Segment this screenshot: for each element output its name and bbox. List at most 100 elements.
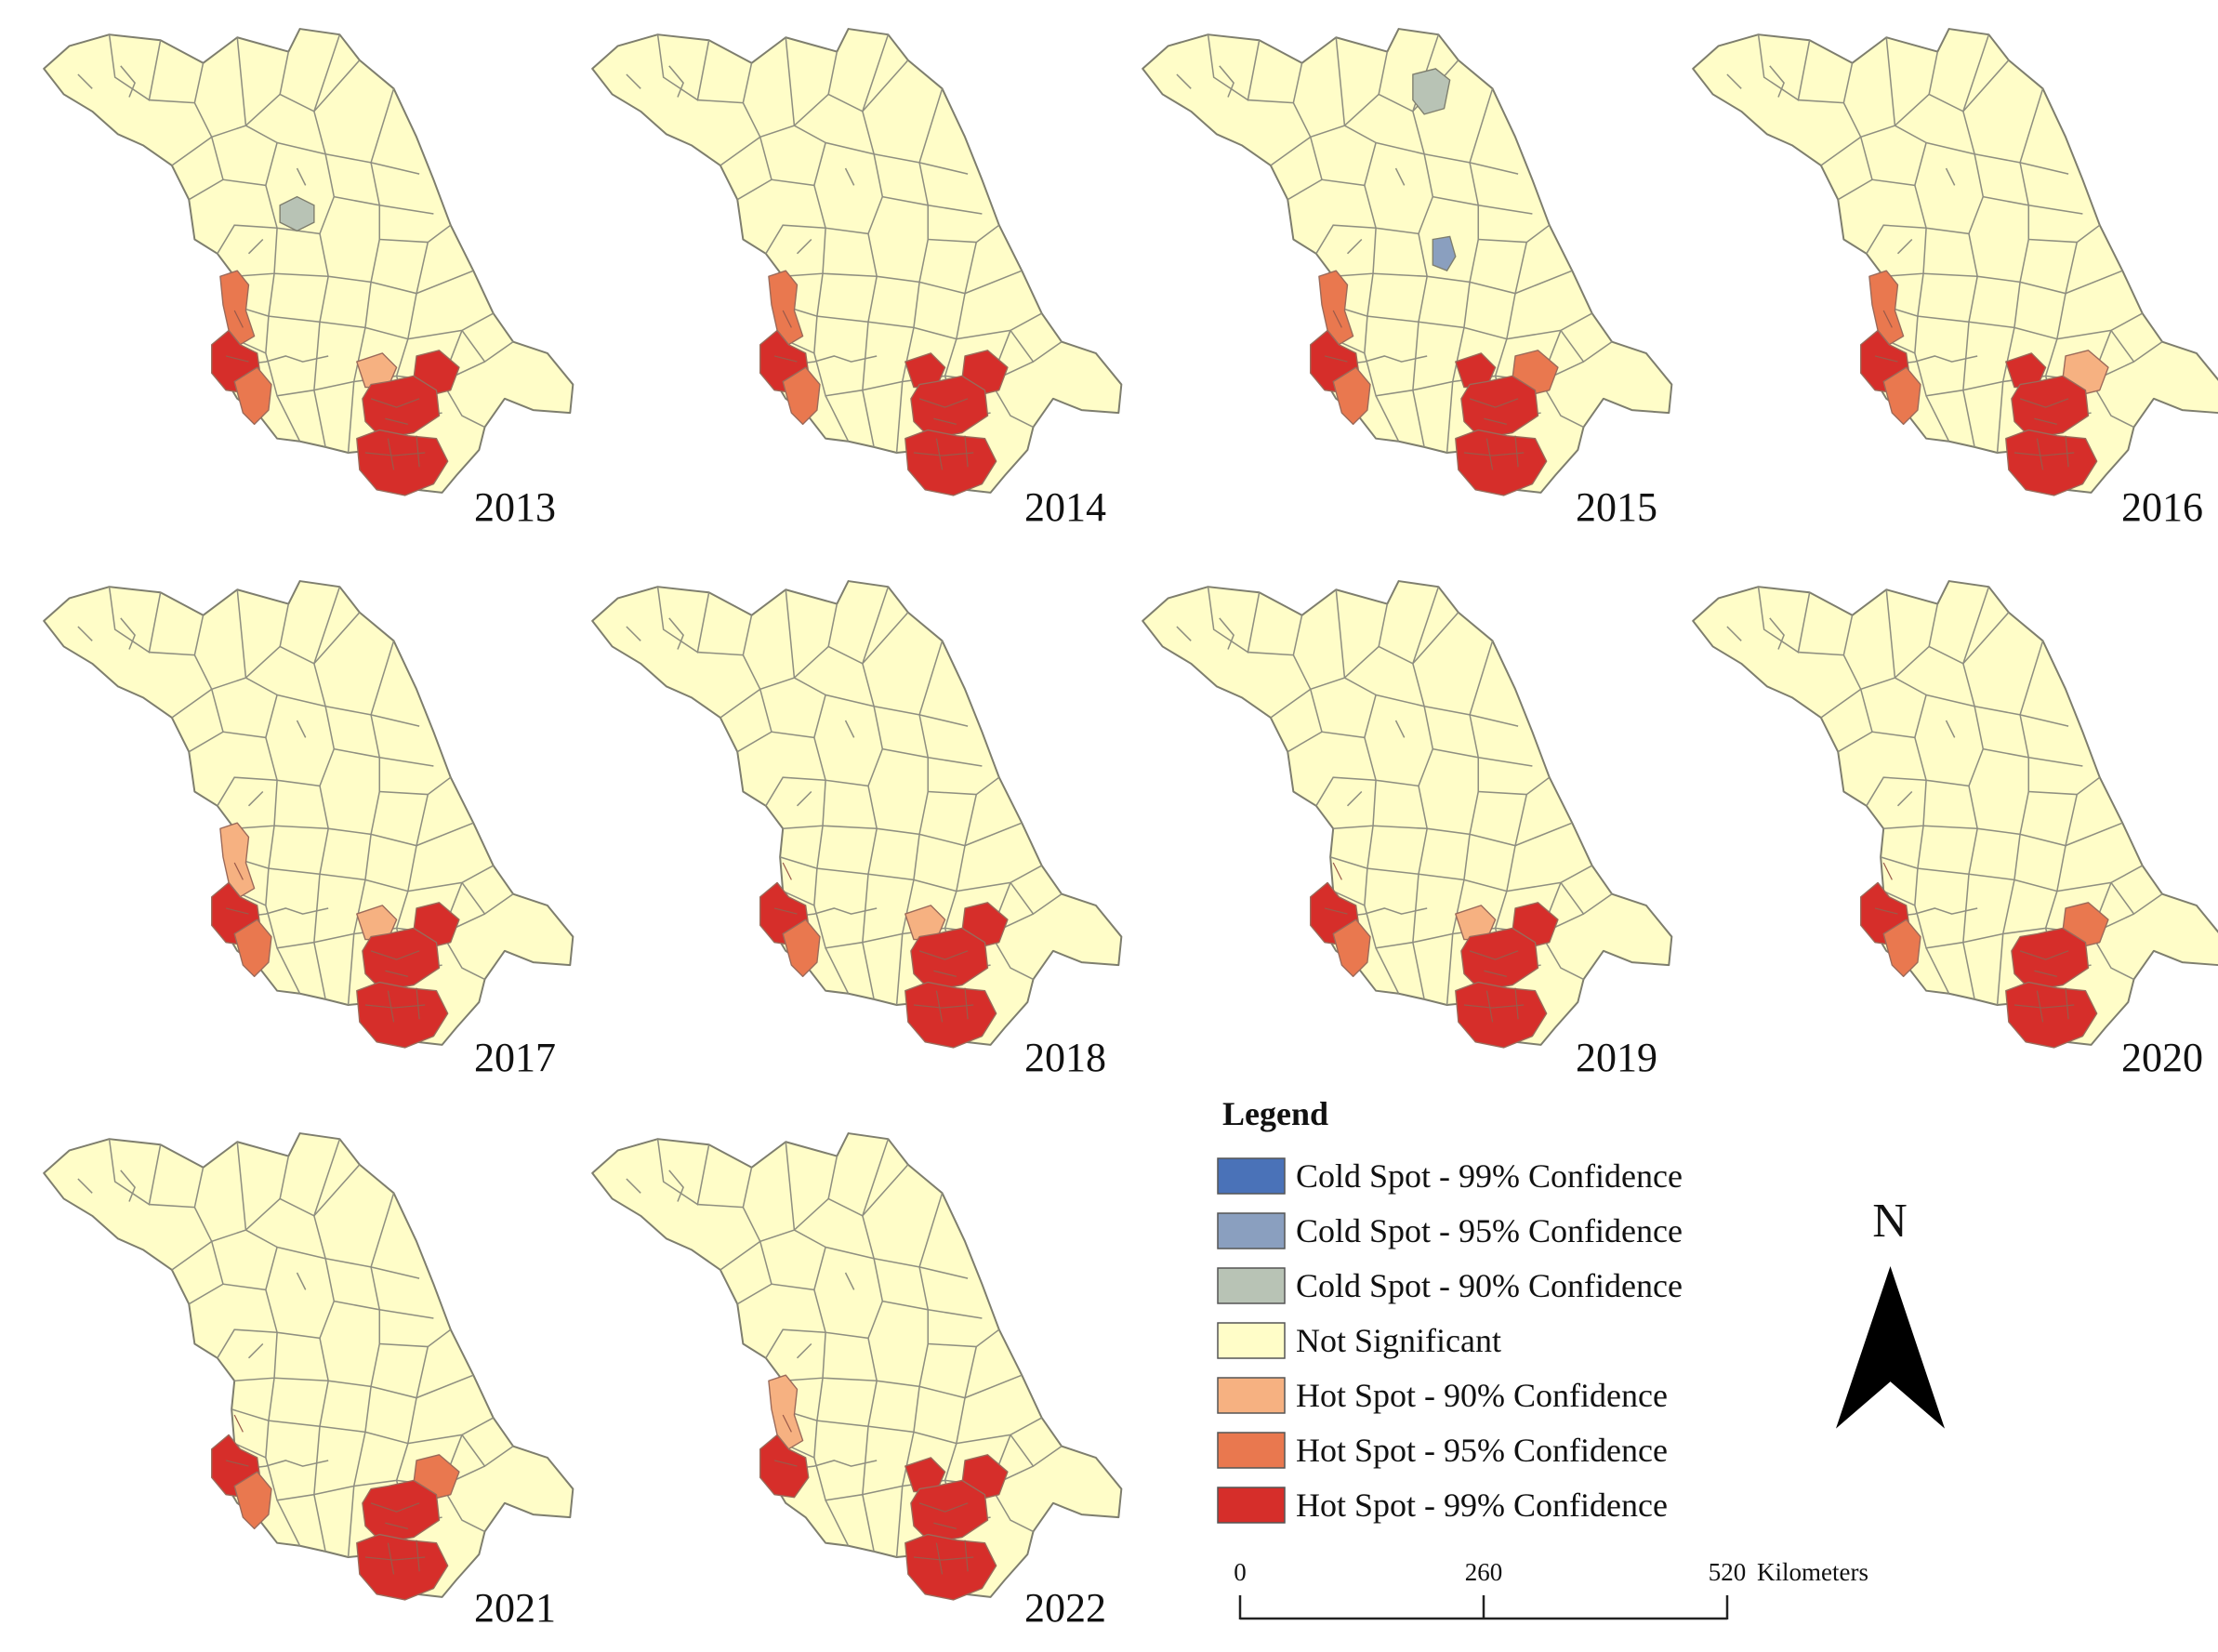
hotspot-region-se-north <box>1455 352 1497 389</box>
province-boundary <box>591 28 1123 494</box>
hotspot-region-se-south <box>904 981 997 1049</box>
hotspot-region-west-upper <box>768 1374 804 1450</box>
map-panel-2016 <box>1692 28 2218 496</box>
district-boundaries <box>225 310 426 470</box>
hotspot-region-west-south <box>233 366 272 426</box>
hotspot-region-se-north <box>1455 905 1497 941</box>
district-boundaries <box>225 862 426 1023</box>
province-boundary <box>1692 580 2218 1046</box>
legend-label: Hot Spot - 95% Confidence <box>1296 1432 1668 1469</box>
hotspot-region-se-north <box>904 905 946 941</box>
hotspot-region-west-upper <box>219 270 256 346</box>
legend-label: Cold Spot - 90% Confidence <box>1296 1267 1683 1304</box>
year-label-2019: 2019 <box>1576 1035 1657 1080</box>
legend: Legend Cold Spot - 99% Confidence Cold Sp… <box>1217 1095 1683 1524</box>
hotspot-region-se-core <box>1460 927 1539 992</box>
province-boundary <box>43 580 574 1046</box>
hotspot-region-se-south <box>356 1533 449 1601</box>
province-boundary <box>43 1132 574 1598</box>
legend-title: Legend <box>1222 1095 1328 1132</box>
hotspot-region-west-upper <box>1868 270 1905 346</box>
coldspot-region-north <box>1412 68 1451 115</box>
year-label-2016: 2016 <box>2121 484 2203 530</box>
hotspot-region-se-south <box>2005 429 2098 496</box>
hotspot-region-se-south <box>904 1533 997 1601</box>
legend-label: Hot Spot - 90% Confidence <box>1296 1377 1668 1414</box>
legend-swatch-not-significant <box>1217 1322 1286 1359</box>
hotspot-region-se-south <box>356 429 449 496</box>
legend-swatch-cold-90 <box>1217 1267 1286 1304</box>
map-panel-2018 <box>591 580 1123 1049</box>
map-panel-2014 <box>591 28 1123 496</box>
hotspot-region-west-south <box>782 919 821 978</box>
year-label-2021: 2021 <box>474 1585 556 1631</box>
coldspot-region-central <box>279 195 315 232</box>
north-arrow-label: N <box>1872 1195 1908 1248</box>
north-arrow: N <box>1836 1195 1945 1429</box>
scale-unit: Kilometers <box>1757 1558 1868 1586</box>
hotspot-region-se-south <box>2005 981 2098 1049</box>
legend-swatch-hot-90 <box>1217 1377 1286 1414</box>
hotspot-region-se-core <box>362 1479 441 1544</box>
year-label-2015: 2015 <box>1576 484 1657 530</box>
scale-label-0: 0 <box>1234 1558 1247 1586</box>
hotspot-region-west-south <box>782 366 821 426</box>
map-panel-2022 <box>591 1132 1123 1601</box>
hotspot-region-se-south <box>1455 429 1548 496</box>
year-label-2018: 2018 <box>1024 1035 1106 1080</box>
legend-swatch-hot-95 <box>1217 1432 1286 1469</box>
hotspot-region-se-core <box>362 375 441 440</box>
hotspot-region-west-south <box>1882 366 1921 426</box>
province-boundary <box>1142 580 1673 1046</box>
district-boundaries <box>1324 310 1525 470</box>
hotspot-region-west-south <box>233 919 272 978</box>
map-panel-2019 <box>1142 580 1673 1049</box>
province-boundary <box>591 1132 1123 1598</box>
hotspot-region-se-north <box>2005 352 2047 389</box>
legend-swatch-hot-99 <box>1217 1487 1286 1524</box>
map-panel-2020 <box>1692 580 2218 1049</box>
year-label-2022: 2022 <box>1024 1585 1106 1631</box>
district-boundaries <box>773 310 974 470</box>
hotspot-region-west-south <box>233 1471 272 1530</box>
hotspot-region-se-north <box>904 1457 946 1493</box>
map-panel-2013 <box>43 28 574 496</box>
hotspot-region-se-core <box>2011 375 2090 440</box>
hotspot-region-west-south <box>1332 919 1371 978</box>
coldspot-region-mid <box>1432 235 1457 272</box>
district-boundaries <box>773 1414 974 1575</box>
hotspot-region-se-north <box>356 352 398 389</box>
map-panel-2015 <box>1142 28 1673 496</box>
hotspot-region-west-upper <box>219 822 256 898</box>
scale-label-260: 260 <box>1465 1558 1503 1586</box>
legend-swatch-cold-99 <box>1217 1157 1286 1195</box>
hotspot-region-se-south <box>1455 981 1548 1049</box>
scale-label-520: 520 <box>1709 1558 1747 1586</box>
district-boundaries <box>1874 862 2075 1023</box>
province-boundary <box>591 580 1123 1046</box>
map-panel-2017 <box>43 580 574 1049</box>
province-boundary <box>1142 28 1673 494</box>
scale-bar: 0 260 520 Kilometers <box>1234 1558 1868 1620</box>
year-label-2014: 2014 <box>1024 484 1106 530</box>
north-arrow-icon <box>1836 1266 1945 1429</box>
hotspot-region-se-south <box>356 981 449 1049</box>
province-boundary <box>43 28 574 494</box>
district-boundaries <box>773 862 974 1023</box>
legend-label: Hot Spot - 99% Confidence <box>1296 1487 1668 1524</box>
hotspot-region-se-core <box>1460 375 1539 440</box>
legend-label: Not Significant <box>1296 1322 1501 1359</box>
hotspot-region-west-south <box>1882 919 1921 978</box>
hotspot-region-se-core <box>910 1479 989 1544</box>
hotspot-region-se-core <box>910 927 989 992</box>
hotspot-region-west-upper <box>768 270 804 346</box>
year-label-2017: 2017 <box>474 1035 556 1080</box>
legend-swatch-cold-95 <box>1217 1212 1286 1249</box>
year-label-2020: 2020 <box>2121 1035 2203 1080</box>
legend-label: Cold Spot - 95% Confidence <box>1296 1212 1683 1249</box>
hotspot-region-west-lower <box>759 1434 810 1499</box>
hotspot-region-se-south <box>904 429 997 496</box>
legend-label: Cold Spot - 99% Confidence <box>1296 1157 1683 1195</box>
hotspot-region-se-north <box>356 905 398 941</box>
